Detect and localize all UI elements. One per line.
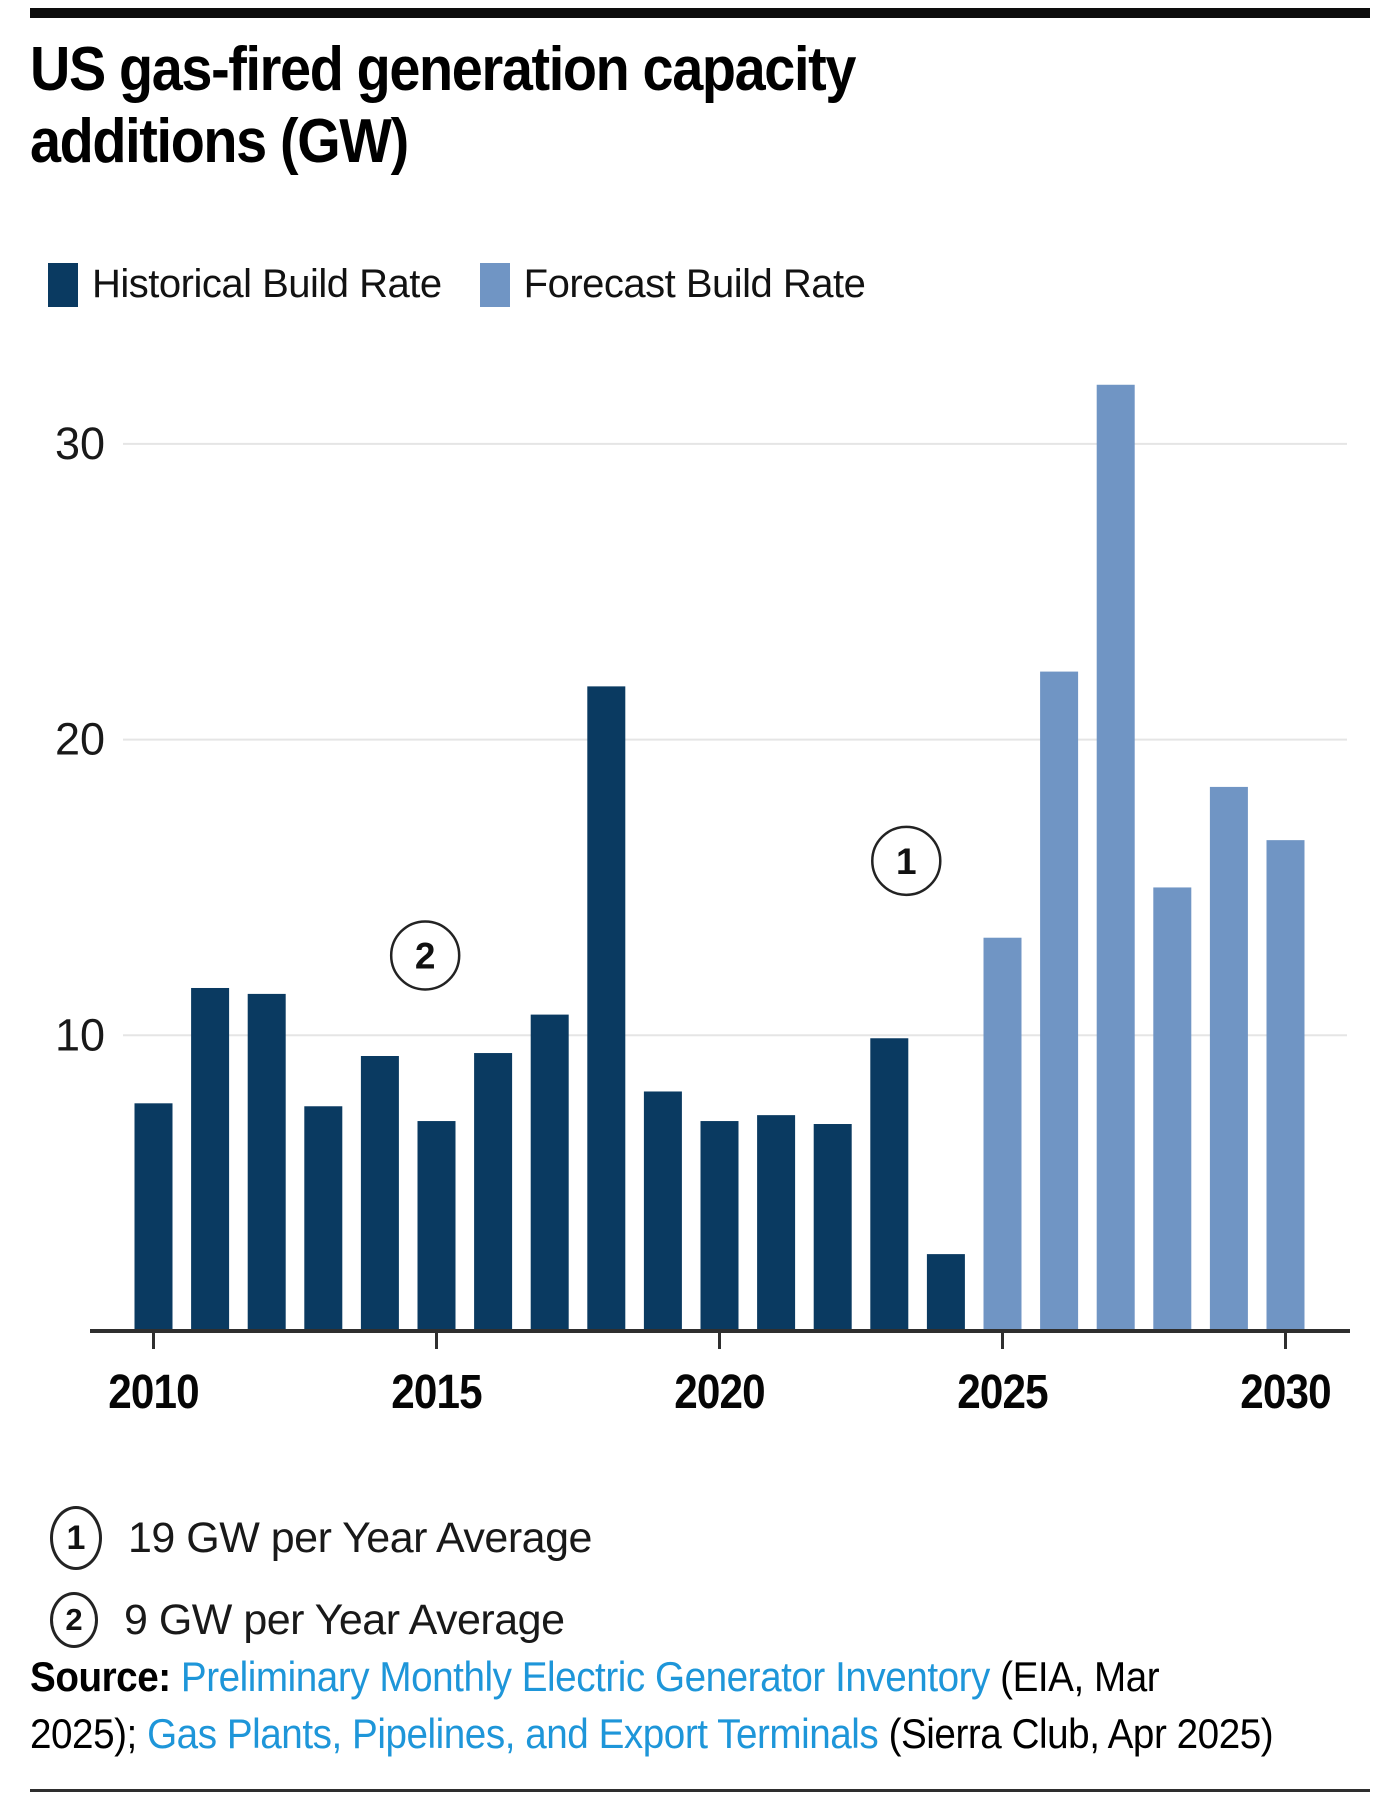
- footnote-circle-1-number: 1: [66, 1518, 86, 1557]
- footnote-circle-1-icon: 1: [50, 1506, 102, 1570]
- bar-2014: [360, 1055, 399, 1331]
- svg-text:2020: 2020: [674, 1364, 764, 1418]
- title-line-1: US gas-fired generation capacity: [30, 35, 856, 104]
- svg-text:2015: 2015: [391, 1364, 481, 1418]
- footnote-label-2: 9 GW per Year Average: [124, 1595, 565, 1644]
- bar-2010: [134, 1103, 173, 1331]
- legend-swatch-forecast-icon: [479, 262, 510, 307]
- annotation-circle-1-icon: [871, 825, 942, 897]
- svg-text:2010: 2010: [108, 1364, 198, 1418]
- bar-2024: [926, 1254, 965, 1331]
- bar-2012: [247, 993, 286, 1331]
- footnote-row-1: 1 19 GW per Year Average: [50, 1506, 592, 1570]
- x-tick-label-2025: 2025: [957, 1364, 1048, 1418]
- bar-2028: [1153, 887, 1192, 1331]
- legend-label-historical: Historical Build Rate: [92, 262, 442, 306]
- annotation-number-2: 2: [415, 935, 436, 976]
- bar-chart: 10 20 30 2010 2015 2020 2025 2030 1 2: [55, 384, 1350, 1419]
- bar-2030: [1266, 840, 1305, 1331]
- bar-2013: [304, 1106, 343, 1331]
- footnote-label-1: 19 GW per Year Average: [128, 1513, 592, 1562]
- page-title: US gas-fired generation capacity additio…: [30, 34, 1110, 178]
- bar-2022: [813, 1124, 852, 1331]
- bar-2021: [757, 1115, 796, 1331]
- x-tick-label-2030: 2030: [1240, 1364, 1331, 1418]
- y-tick-label-10: 10: [55, 1009, 105, 1060]
- footnote-row-2: 2 9 GW per Year Average: [50, 1592, 565, 1648]
- title-line-2: additions (GW): [30, 107, 409, 176]
- annotation-circle-2-icon: [389, 920, 461, 991]
- x-tick-label-2020: 2020: [674, 1364, 765, 1418]
- top-rule: [30, 8, 1370, 18]
- x-tick-label-2015: 2015: [391, 1364, 482, 1418]
- footnote-circle-2-number: 2: [65, 1602, 83, 1637]
- bar-2018: [587, 686, 626, 1331]
- bar-2025: [983, 937, 1022, 1331]
- source-text-sierra-club: (Sierra Club, Apr 2025): [878, 1710, 1274, 1757]
- y-tick-label-20: 20: [55, 714, 105, 765]
- legend-swatch-historical-icon: [48, 262, 78, 307]
- bar-2020: [700, 1121, 739, 1331]
- bar-2011: [191, 987, 230, 1331]
- bar-2029: [1209, 786, 1248, 1331]
- source-text-wrap: 2025);: [30, 1710, 148, 1757]
- bar-2023: [870, 1038, 909, 1331]
- bar-2016: [474, 1053, 513, 1331]
- y-tick-label-30: 30: [55, 418, 105, 469]
- source-link-eia[interactable]: Preliminary Monthly Electric Generator I…: [180, 1653, 990, 1700]
- bar-2017: [530, 1014, 569, 1331]
- bar-2019: [643, 1091, 682, 1331]
- bar-2027: [1096, 384, 1135, 1331]
- legend-item-historical: Historical Build Rate: [48, 262, 442, 307]
- legend-label-forecast: Forecast Build Rate: [523, 262, 866, 306]
- footnote-circle-2-icon: 2: [50, 1592, 98, 1648]
- legend-item-forecast: Forecast Build Rate: [479, 262, 866, 307]
- x-tick-label-2010: 2010: [108, 1364, 199, 1418]
- bar-2015: [417, 1121, 456, 1331]
- bar-2026: [1040, 671, 1079, 1331]
- bottom-rule: [30, 1789, 1370, 1792]
- source-text-eia: (EIA, Mar: [989, 1653, 1160, 1700]
- source-label: Source:: [30, 1653, 171, 1700]
- source-note: Source: Preliminary Monthly Electric Gen…: [30, 1648, 1373, 1762]
- chart-legend: Historical Build Rate Forecast Build Rat…: [48, 262, 866, 307]
- source-link-sierra-club[interactable]: Gas Plants, Pipelines, and Export Termin…: [147, 1710, 879, 1757]
- svg-text:2025: 2025: [957, 1364, 1047, 1418]
- svg-text:2030: 2030: [1240, 1364, 1330, 1418]
- annotation-number-1: 1: [896, 841, 917, 882]
